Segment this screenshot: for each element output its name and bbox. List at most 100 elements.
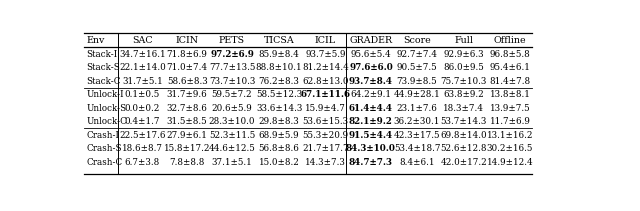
Text: Crash-C: Crash-C	[86, 158, 123, 167]
Text: 53.6±15.3: 53.6±15.3	[303, 117, 349, 126]
Text: 85.9±8.4: 85.9±8.4	[259, 50, 300, 59]
Text: 62.8±13.0: 62.8±13.0	[302, 77, 349, 85]
Text: 53.4±18.7: 53.4±18.7	[394, 144, 440, 153]
Text: 32.7±8.6: 32.7±8.6	[166, 104, 207, 113]
Text: 42.0±17.2: 42.0±17.2	[440, 158, 487, 167]
Text: 84.7±7.3: 84.7±7.3	[349, 158, 393, 167]
Text: 13.1±16.2: 13.1±16.2	[487, 131, 533, 140]
Text: Full: Full	[454, 36, 474, 45]
Text: 84.3±10.0: 84.3±10.0	[346, 144, 396, 153]
Text: 22.1±14.0: 22.1±14.0	[119, 63, 166, 72]
Text: Env: Env	[86, 36, 105, 45]
Text: 13.8±8.1: 13.8±8.1	[490, 91, 531, 99]
Text: 0.1±0.5: 0.1±0.5	[125, 91, 160, 99]
Text: 59.5±7.2: 59.5±7.2	[212, 91, 252, 99]
Text: 31.7±9.6: 31.7±9.6	[167, 91, 207, 99]
Text: 15.9±4.7: 15.9±4.7	[305, 104, 346, 113]
Text: 0.0±0.2: 0.0±0.2	[125, 104, 160, 113]
Text: 76.2±8.3: 76.2±8.3	[259, 77, 300, 85]
Text: 27.9±6.1: 27.9±6.1	[166, 131, 207, 140]
Text: 23.1±7.6: 23.1±7.6	[397, 104, 438, 113]
Text: Crash-S: Crash-S	[86, 144, 122, 153]
Text: Score: Score	[403, 36, 431, 45]
Text: 6.7±3.8: 6.7±3.8	[125, 158, 160, 167]
Text: 29.8±8.3: 29.8±8.3	[259, 117, 300, 126]
Text: 7.8±8.8: 7.8±8.8	[170, 158, 205, 167]
Text: 13.9±7.5: 13.9±7.5	[490, 104, 531, 113]
Text: SAC: SAC	[132, 36, 153, 45]
Text: Crash-I: Crash-I	[86, 131, 120, 140]
Text: 68.9±5.9: 68.9±5.9	[259, 131, 300, 140]
Text: 67.1±11.6: 67.1±11.6	[301, 91, 351, 99]
Text: 71.0±7.4: 71.0±7.4	[166, 63, 208, 72]
Text: 93.7±5.9: 93.7±5.9	[305, 50, 346, 59]
Text: Stack-S: Stack-S	[86, 63, 120, 72]
Text: 81.4±7.8: 81.4±7.8	[490, 77, 531, 85]
Text: Unlock-C: Unlock-C	[86, 117, 127, 126]
Text: 81.2±14.4: 81.2±14.4	[302, 63, 349, 72]
Text: 31.7±5.1: 31.7±5.1	[122, 77, 163, 85]
Text: ICIL: ICIL	[315, 36, 336, 45]
Text: 34.7±16.1: 34.7±16.1	[119, 50, 166, 59]
Text: 58.5±12.3: 58.5±12.3	[256, 91, 302, 99]
Text: 28.3±10.0: 28.3±10.0	[209, 117, 255, 126]
Text: 88.8±10.1: 88.8±10.1	[256, 63, 303, 72]
Text: 75.7±10.3: 75.7±10.3	[441, 77, 487, 85]
Text: 64.2±9.1: 64.2±9.1	[351, 91, 392, 99]
Text: 61.4±4.4: 61.4±4.4	[349, 104, 393, 113]
Text: 93.7±8.4: 93.7±8.4	[349, 77, 393, 85]
Text: 55.3±20.9: 55.3±20.9	[303, 131, 349, 140]
Text: Offline: Offline	[493, 36, 526, 45]
Text: 30.2±16.5: 30.2±16.5	[487, 144, 533, 153]
Text: GRADER: GRADER	[349, 36, 392, 45]
Text: Unlock-I: Unlock-I	[86, 91, 124, 99]
Text: 73.9±8.5: 73.9±8.5	[397, 77, 437, 85]
Text: 92.7±7.4: 92.7±7.4	[397, 50, 438, 59]
Text: 22.5±17.6: 22.5±17.6	[119, 131, 166, 140]
Text: 71.8±6.9: 71.8±6.9	[166, 50, 207, 59]
Text: 33.6±14.3: 33.6±14.3	[256, 104, 302, 113]
Text: 15.0±8.2: 15.0±8.2	[259, 158, 300, 167]
Text: 91.5±4.4: 91.5±4.4	[349, 131, 393, 140]
Text: 82.1±9.2: 82.1±9.2	[349, 117, 393, 126]
Text: 63.8±9.2: 63.8±9.2	[444, 91, 484, 99]
Text: 96.8±5.8: 96.8±5.8	[490, 50, 531, 59]
Text: 53.7±14.3: 53.7±14.3	[441, 117, 487, 126]
Text: 8.4±6.1: 8.4±6.1	[399, 158, 435, 167]
Text: 11.7±6.9: 11.7±6.9	[490, 117, 531, 126]
Text: 73.7±10.3: 73.7±10.3	[209, 77, 255, 85]
Text: ICIN: ICIN	[175, 36, 198, 45]
Text: 95.4±6.1: 95.4±6.1	[490, 63, 531, 72]
Text: 86.0±9.5: 86.0±9.5	[444, 63, 484, 72]
Text: 20.6±5.9: 20.6±5.9	[212, 104, 252, 113]
Text: 52.6±12.8: 52.6±12.8	[441, 144, 487, 153]
Text: TICSA: TICSA	[264, 36, 294, 45]
Text: 97.2±6.9: 97.2±6.9	[210, 50, 254, 59]
Text: 36.2±30.1: 36.2±30.1	[394, 117, 440, 126]
Text: Unlock-S: Unlock-S	[86, 104, 127, 113]
Text: 52.3±11.5: 52.3±11.5	[209, 131, 255, 140]
Text: 44.6±12.5: 44.6±12.5	[209, 144, 255, 153]
Text: Stack-C: Stack-C	[86, 77, 121, 85]
Text: Stack-I: Stack-I	[86, 50, 118, 59]
Text: 15.8±17.2: 15.8±17.2	[164, 144, 211, 153]
Text: 58.6±8.3: 58.6±8.3	[167, 77, 207, 85]
Text: 37.1±5.1: 37.1±5.1	[212, 158, 252, 167]
Text: 56.8±8.6: 56.8±8.6	[259, 144, 300, 153]
Text: 0.4±1.7: 0.4±1.7	[125, 117, 160, 126]
Text: 14.3±7.3: 14.3±7.3	[305, 158, 346, 167]
Text: 21.7±17.7: 21.7±17.7	[302, 144, 349, 153]
Text: 42.3±17.5: 42.3±17.5	[394, 131, 440, 140]
Text: 92.9±6.3: 92.9±6.3	[444, 50, 484, 59]
Text: 44.9±28.1: 44.9±28.1	[394, 91, 440, 99]
Text: 97.6±6.0: 97.6±6.0	[349, 63, 393, 72]
Text: 14.9±12.4: 14.9±12.4	[486, 158, 533, 167]
Text: PETS: PETS	[219, 36, 245, 45]
Text: 77.7±13.5: 77.7±13.5	[209, 63, 255, 72]
Text: 18.3±7.4: 18.3±7.4	[444, 104, 484, 113]
Text: 90.5±7.5: 90.5±7.5	[397, 63, 437, 72]
Text: 95.6±5.4: 95.6±5.4	[351, 50, 391, 59]
Text: 18.6±8.7: 18.6±8.7	[122, 144, 163, 153]
Text: 69.8±14.0: 69.8±14.0	[440, 131, 487, 140]
Text: 31.5±8.5: 31.5±8.5	[167, 117, 207, 126]
